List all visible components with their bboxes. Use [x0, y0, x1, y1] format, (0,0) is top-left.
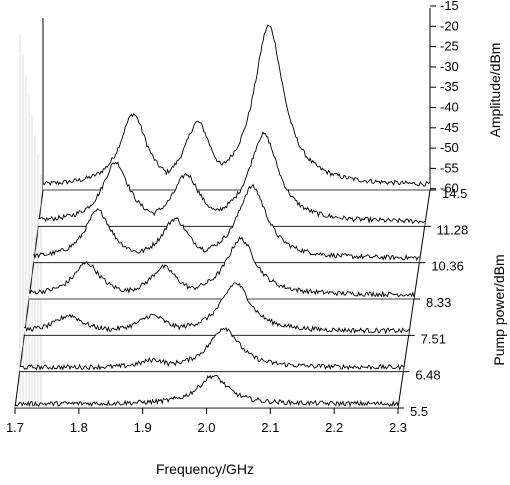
y-axis-title: Pump power/dBm: [491, 254, 507, 365]
series-line: [38, 131, 426, 224]
y-tick-label: 14.5: [442, 186, 467, 201]
z-tick-label: -15: [440, 0, 459, 13]
series-fill: [43, 25, 430, 191]
x-tick-label: 1.7: [6, 420, 24, 435]
series-fill: [38, 132, 425, 227]
y-tick-label: 8.33: [426, 295, 451, 310]
z-tick-label: -55: [440, 160, 459, 175]
y-tick-label: 11.28: [437, 222, 469, 237]
y-tick-label: 6.48: [415, 368, 440, 383]
x-tick-label: 2.1: [261, 420, 279, 435]
x-tick-label: 1.9: [134, 420, 152, 435]
y-tick-label: 10.36: [431, 259, 464, 274]
z-tick-label: -45: [440, 120, 459, 135]
series-line: [42, 24, 431, 187]
x-tick-label: 2.3: [389, 420, 407, 435]
y-tick-label: 7.51: [421, 331, 446, 346]
z-tick-label: -50: [440, 140, 459, 155]
x-axis-title: Frequency/GHz: [156, 461, 254, 477]
y-tick-label: 5.5: [410, 404, 428, 419]
x-tick-label: 1.8: [70, 420, 88, 435]
x-tick-label: 2.2: [325, 420, 343, 435]
series-fill: [19, 328, 404, 372]
z-axis-title: Amplitude/dBm: [487, 43, 503, 138]
z-tick-label: -30: [440, 59, 459, 74]
z-tick-label: -60: [440, 181, 459, 196]
series-line: [14, 374, 399, 408]
series-fill: [15, 375, 398, 408]
z-tick-label: -35: [440, 79, 459, 94]
z-tick-label: -25: [440, 39, 459, 54]
z-tick-label: -40: [440, 100, 459, 115]
x-tick-label: 2.0: [197, 420, 215, 435]
series-fill: [33, 184, 420, 263]
series-line: [19, 327, 404, 371]
series-line: [28, 236, 415, 298]
z-tick-label: -20: [440, 18, 459, 33]
series-line: [24, 282, 410, 335]
series-line: [33, 183, 420, 262]
